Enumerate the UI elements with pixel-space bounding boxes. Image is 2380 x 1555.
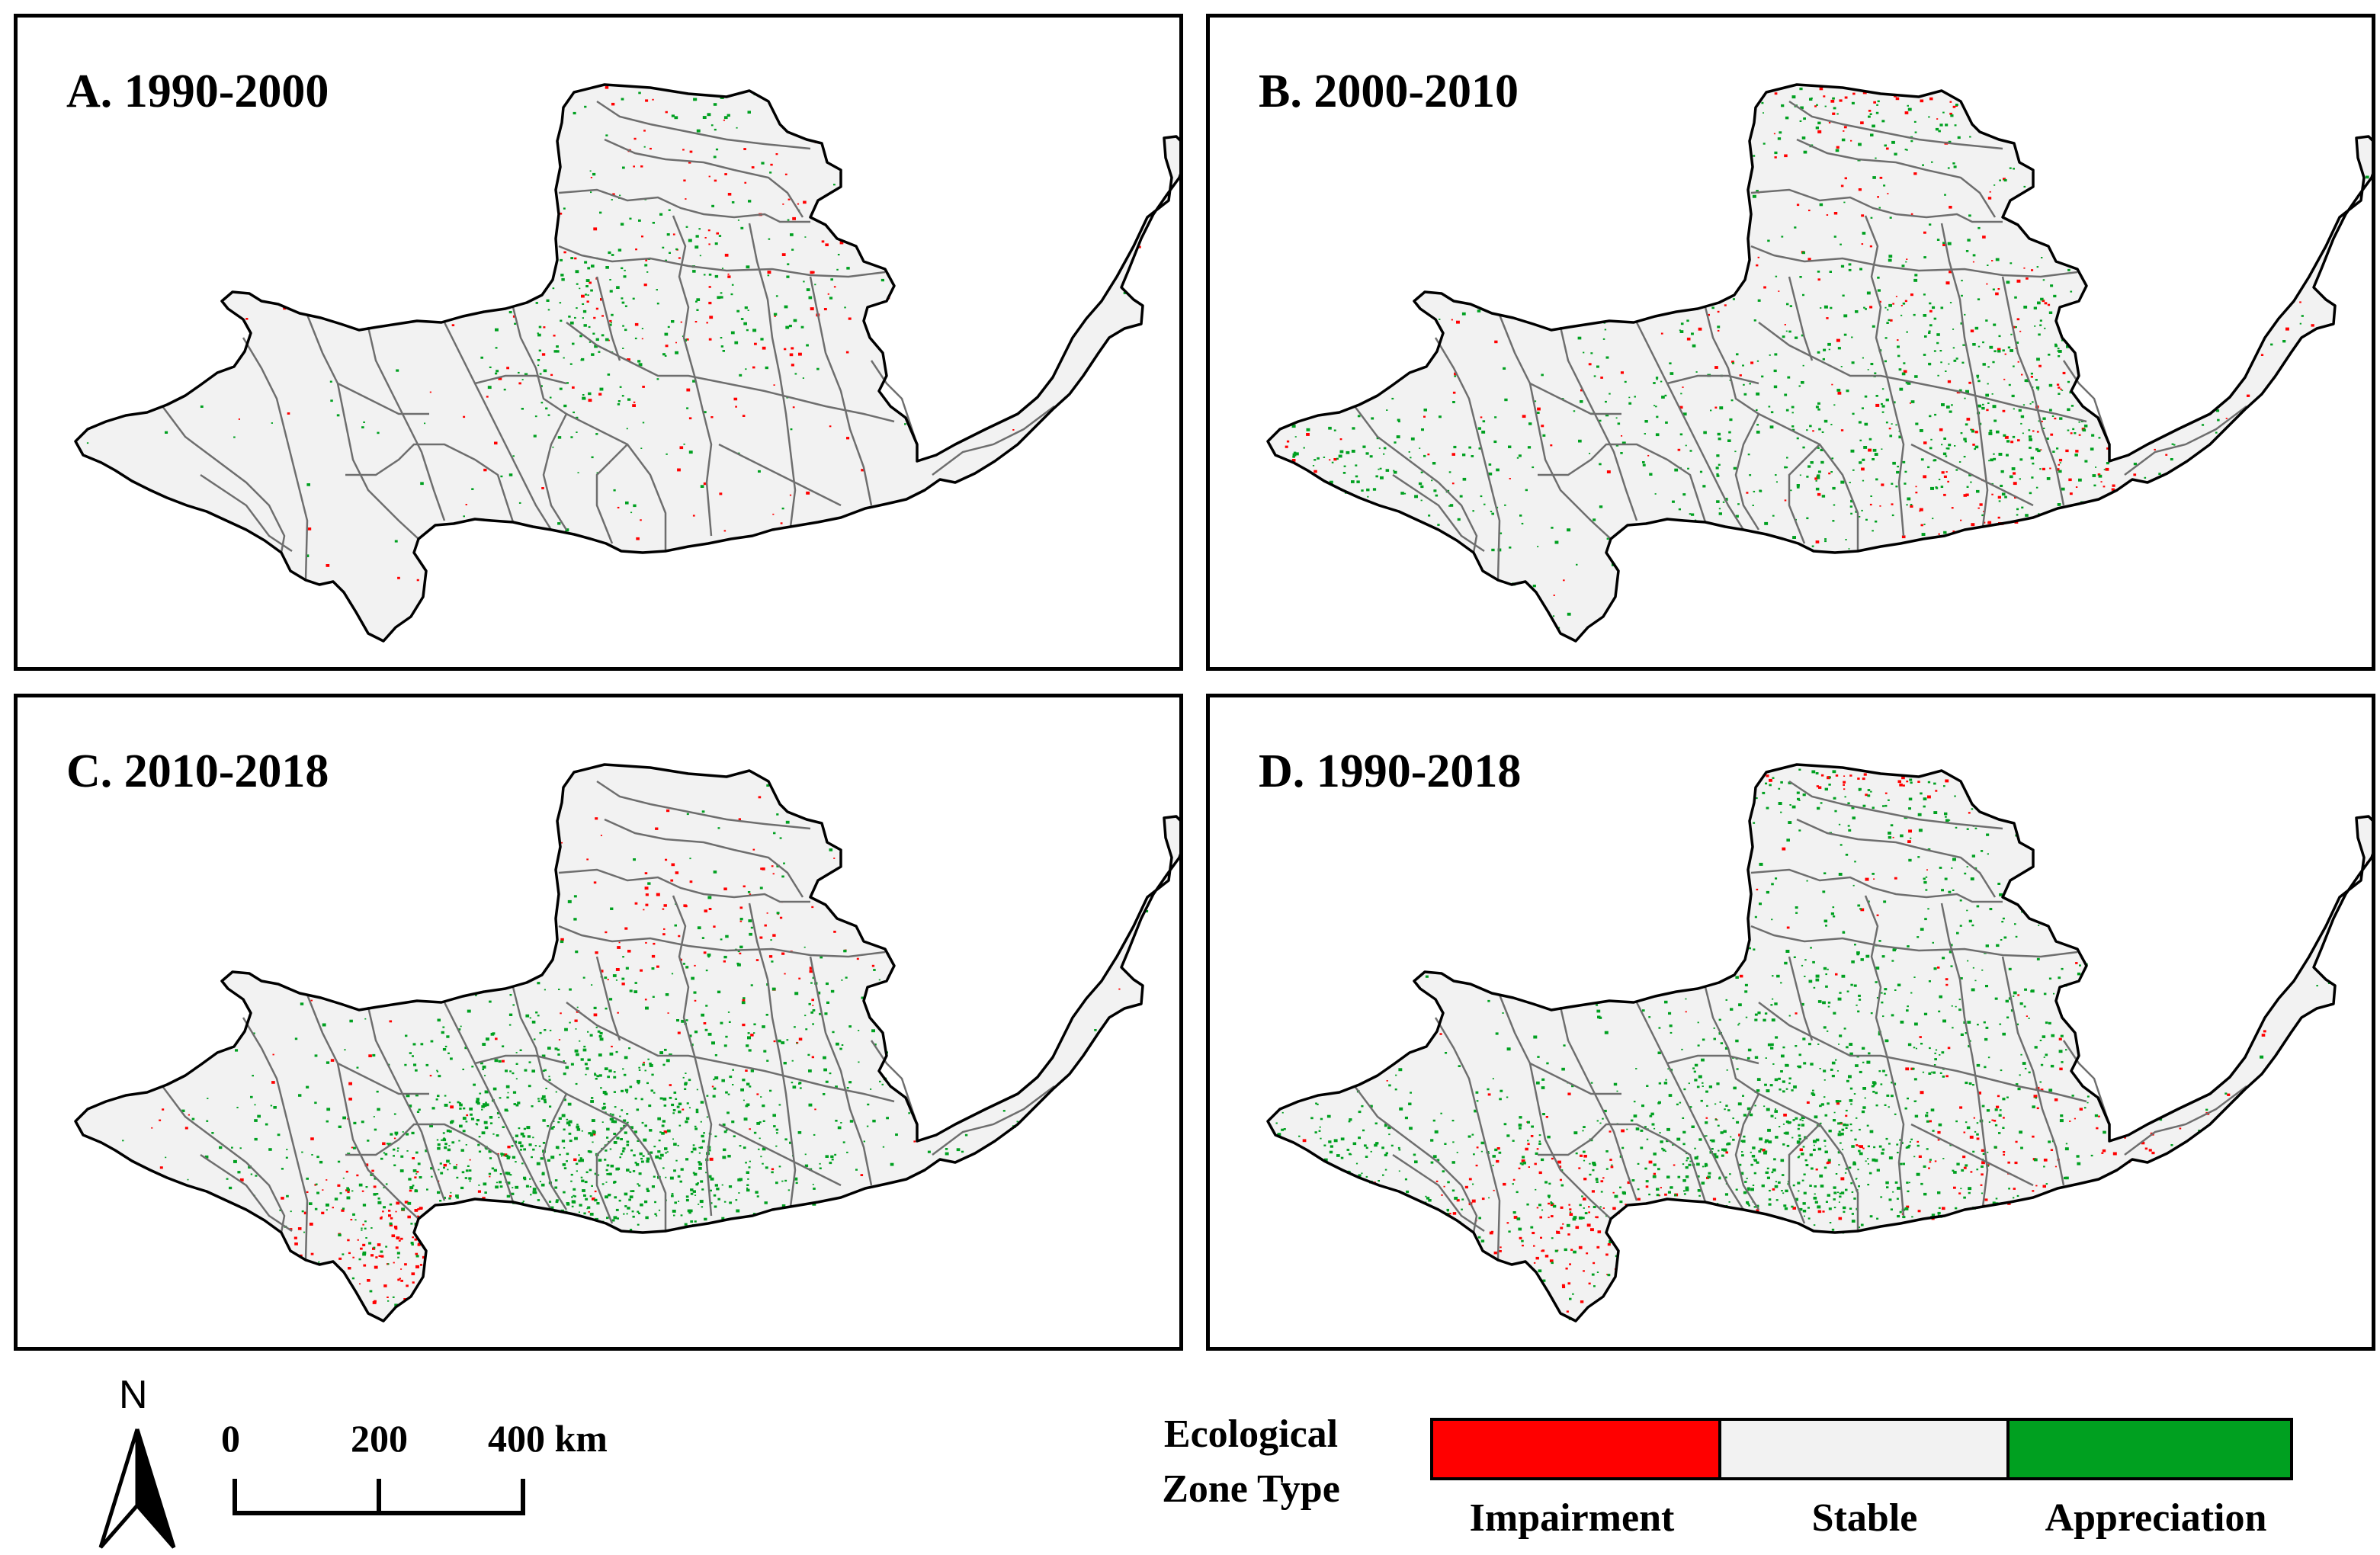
map-panel-d: D. 1990-2018 xyxy=(1206,694,2375,1351)
panel-title-a: A. 1990-2000 xyxy=(66,66,329,117)
basin-fill xyxy=(75,765,1179,1321)
sub-basin-boundaries xyxy=(1354,780,2247,1261)
legend-title-line-1: Ecological xyxy=(1163,1412,1339,1456)
basin-outline xyxy=(74,83,1179,643)
legend-title-line-2: Zone Type xyxy=(1162,1467,1340,1511)
sub-basin-boundaries xyxy=(162,780,1055,1261)
legend-swatch-stable xyxy=(1718,1418,2010,1480)
basin-fill xyxy=(1268,85,2372,641)
basin-map-c xyxy=(74,763,1179,1323)
north-arrow-icon xyxy=(98,1428,176,1549)
map-panel-b: B. 2000-2010 xyxy=(1206,14,2375,671)
scale-bar xyxy=(233,1479,525,1515)
scale-tick-200: 200 xyxy=(351,1417,408,1460)
scale-tick-400: 400 km xyxy=(488,1417,608,1460)
impairment-pixels xyxy=(238,86,1141,582)
legend-label-stable: Stable xyxy=(1811,1496,1918,1540)
basin-fill xyxy=(75,85,1179,641)
sub-basin-boundaries xyxy=(1354,100,2247,581)
basin-fill xyxy=(1268,765,2372,1321)
legend-title: Ecological Zone Type xyxy=(1140,1407,1362,1517)
appreciation-pixels xyxy=(86,91,1127,557)
legend-label-appreciation: Appreciation xyxy=(2045,1496,2267,1540)
scale-tick-0: 0 xyxy=(221,1417,240,1460)
map-panel-c: C. 2010-2018 xyxy=(14,694,1183,1351)
basin-outline xyxy=(1266,763,2372,1323)
basin-map-d xyxy=(1266,763,2372,1323)
appreciation-pixels xyxy=(122,784,1149,1307)
panel-title-d: D. 1990-2018 xyxy=(1259,745,1522,797)
panel-title-c: C. 2010-2018 xyxy=(66,745,329,797)
impairment-pixels xyxy=(1285,87,2314,596)
basin-map-b xyxy=(1266,83,2372,643)
basin-outline xyxy=(74,763,1179,1323)
map-panel-a: A. 1990-2000 xyxy=(14,14,1183,671)
basin-map-a xyxy=(74,83,1179,643)
appreciation-pixels xyxy=(1275,768,2331,1320)
legend-swatch-impairment xyxy=(1430,1418,1721,1480)
basin-outline xyxy=(1266,83,2372,643)
panel-title-b: B. 2000-2010 xyxy=(1259,66,1519,117)
legend-swatch-appreciation xyxy=(2006,1418,2293,1480)
sub-basin-boundaries xyxy=(162,100,1055,581)
legend-label-impairment: Impairment xyxy=(1469,1496,1675,1540)
north-arrow-label: N xyxy=(119,1373,148,1417)
